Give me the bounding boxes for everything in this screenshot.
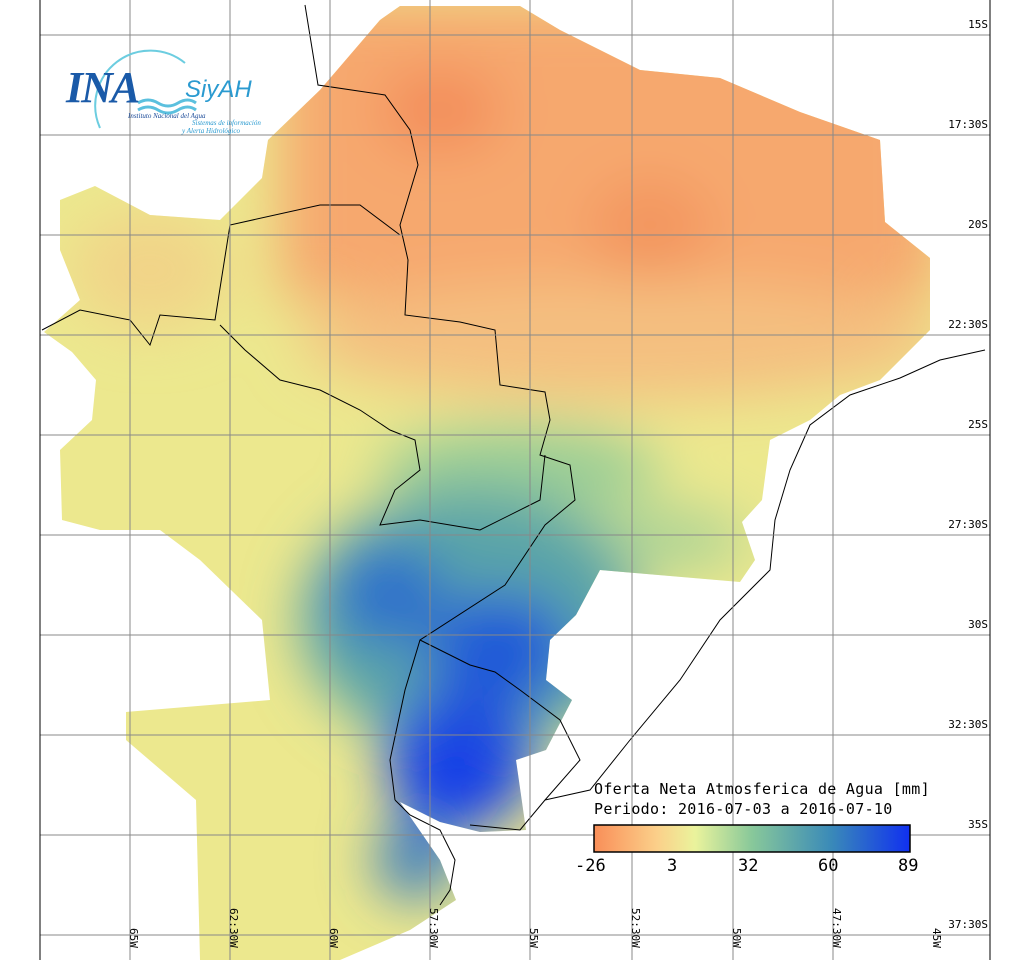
lat-label: 22:30S xyxy=(948,318,988,331)
lat-label: 25S xyxy=(968,418,988,431)
lon-label: 47:30W xyxy=(830,908,843,948)
lat-label: 27:30S xyxy=(948,518,988,531)
lat-label: 30S xyxy=(968,618,988,631)
colorbar xyxy=(593,824,911,853)
lon-label: 50W xyxy=(730,928,743,948)
colorbar-tick: -26 xyxy=(575,856,606,876)
colorbar-tick: 3 xyxy=(667,856,678,876)
legend-title: Oferta Neta Atmosferica de Agua [mm] xyxy=(594,780,930,798)
lon-label: 52:30W xyxy=(629,908,642,948)
borders xyxy=(41,4,986,906)
lat-label: 15S xyxy=(968,18,988,31)
lat-label: 17:30S xyxy=(948,118,988,131)
logo-institution: Instituto Nacional del Agua xyxy=(128,112,206,120)
lon-label: 60W xyxy=(327,928,340,948)
logo-siyah: SiyAH xyxy=(185,76,252,103)
ina-siyah-logo: INA SiyAH Instituto Nacional del Agua Si… xyxy=(60,48,270,143)
lon-label: 62:30W xyxy=(227,908,240,948)
logo-subtitle-2: y Alerta Hidrológico xyxy=(182,127,240,135)
frame xyxy=(39,0,991,960)
lon-label: 65W xyxy=(127,928,140,948)
lat-label: 35S xyxy=(968,818,988,831)
colorbar-tick: 32 xyxy=(738,856,759,876)
lon-label: 45W xyxy=(930,928,943,948)
lat-label: 37:30S xyxy=(948,918,988,931)
logo-subtitle-1: Sistemas de información xyxy=(192,119,261,127)
lat-label: 32:30S xyxy=(948,718,988,731)
graticule xyxy=(40,0,990,960)
lat-label: 20S xyxy=(968,218,988,231)
colorbar-tick: 89 xyxy=(898,856,919,876)
logo-ina: INA xyxy=(66,63,140,112)
lon-label: 57:30W xyxy=(427,908,440,948)
lon-label: 55W xyxy=(527,928,540,948)
colorbar-tick: 60 xyxy=(818,856,839,876)
legend-period: Periodo: 2016-07-03 a 2016-07-10 xyxy=(594,800,893,818)
logo-arc-icon xyxy=(94,49,197,129)
